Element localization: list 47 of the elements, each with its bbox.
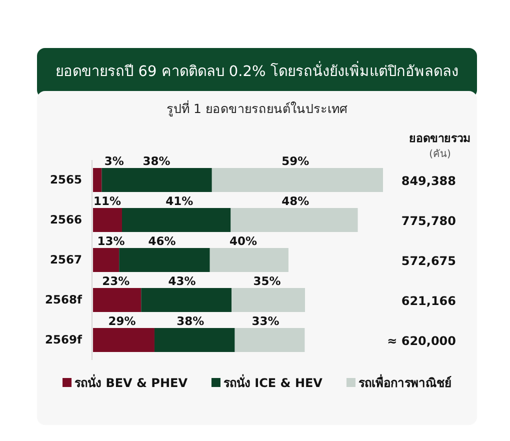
annotation: 48%: [282, 194, 310, 208]
annotation: 13%: [97, 234, 126, 248]
bar: [230, 208, 358, 232]
y-tick-label: 2569f: [44, 332, 83, 347]
annotation: 11%: [93, 194, 122, 208]
bar: [154, 328, 235, 352]
bar: [93, 248, 120, 272]
annotation: 46%: [148, 234, 176, 248]
text: 572,675: [401, 254, 456, 268]
annotation: 29%: [108, 314, 136, 328]
annotation: 23%: [102, 274, 130, 288]
annotation: 33%: [252, 314, 280, 328]
legend-label: รถเพื่อการพาณิชย์: [358, 374, 452, 390]
chart-subtitle: รูปที่ 1 ยอดขายรถยนต์ในประเทศ: [166, 100, 348, 117]
bar: [141, 288, 232, 312]
text: ≈ 620,000: [387, 334, 456, 348]
y-tick-label: 2566: [50, 212, 82, 227]
annotation: 41%: [166, 194, 194, 208]
annotation: 35%: [253, 274, 282, 288]
text: ยอดขายรวม: [409, 131, 471, 145]
annotation: 40%: [229, 234, 258, 248]
legend-label: รถนั่ง BEV & PHEV: [74, 374, 188, 390]
bar: [93, 208, 122, 232]
y-tick-label: 2568f: [44, 292, 83, 307]
bar: [119, 248, 210, 272]
bar: [210, 248, 288, 272]
chart-title: ยอดขายรถปี 69 คาดติดลบ 0.2% โดยรถนั่งยังเพิ่มแต่ปิกอัพลดลง: [56, 61, 458, 80]
text: 849,388: [401, 174, 456, 188]
bar: [93, 168, 102, 192]
bar: [93, 328, 154, 352]
bar: [93, 288, 142, 312]
bar: [232, 288, 305, 312]
legend-label: รถนั่ง ICE & HEV: [223, 374, 324, 390]
annotation: 38%: [176, 314, 205, 328]
y-tick-label: 2567: [50, 252, 82, 267]
annotation: 38%: [142, 154, 171, 168]
bar: [122, 208, 231, 232]
y-tick-label: 2565: [50, 172, 82, 187]
text: 775,780: [401, 214, 456, 228]
annotation: 3%: [104, 154, 124, 168]
annotation: 59%: [282, 154, 310, 168]
text: (คัน): [429, 149, 451, 160]
text: 621,166: [401, 294, 456, 308]
annotation: 43%: [168, 274, 196, 288]
bar: [234, 328, 305, 352]
bar: [102, 168, 212, 192]
bar: [212, 168, 383, 192]
